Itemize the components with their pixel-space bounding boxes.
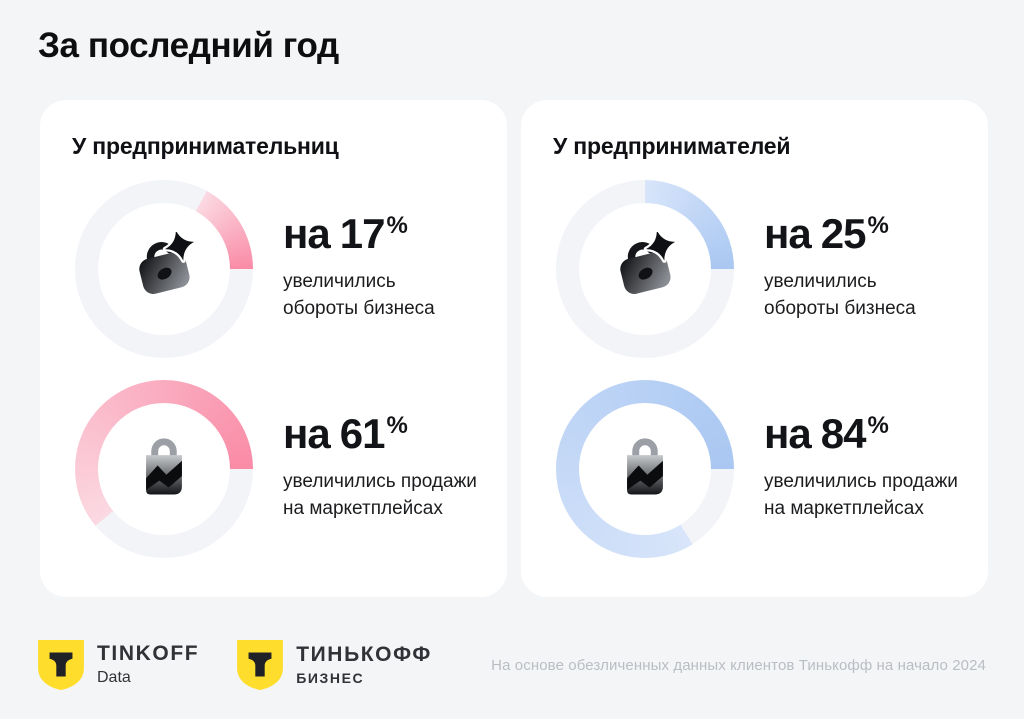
- stat-number: 25: [820, 210, 867, 258]
- stat-number: 61: [339, 410, 386, 458]
- stat-prefix: на: [764, 410, 812, 458]
- donut-chart-marketplace: [556, 380, 734, 558]
- donut-hole: [98, 403, 230, 535]
- page-title: За последний год: [38, 26, 339, 65]
- stat-prefix: на: [283, 410, 331, 458]
- stat-text-turnover: на 17% увеличились обороты бизнеса: [283, 213, 435, 325]
- stat-row-turnover: на 25% увеличились обороты бизнеса: [553, 180, 960, 358]
- stat-description-line: увеличились: [283, 271, 396, 293]
- stat-percent-sign: %: [386, 412, 408, 440]
- donut-hole: [579, 403, 711, 535]
- stat-description: увеличились продажи на маркетплейсах: [283, 469, 477, 523]
- stat-number: 17: [339, 210, 386, 258]
- stat-percent-sign: %: [867, 412, 889, 440]
- card-title: У предпринимателей: [553, 133, 791, 159]
- shopping-bag-chart-icon: [146, 438, 182, 495]
- donut-chart-turnover: [75, 180, 253, 358]
- card-male-entrepreneurs: У предпринимателей на 25% увеличились: [521, 100, 988, 597]
- stat-row-marketplace: на 61% увеличились продажи на маркетплейс…: [72, 380, 479, 558]
- donut-chart-marketplace: [75, 380, 253, 558]
- stat-text-marketplace: на 61% увеличились продажи на маркетплейс…: [283, 413, 477, 525]
- stat-description: увеличились обороты бизнеса: [764, 269, 916, 323]
- stat-row-marketplace: на 84% увеличились продажи на маркетплейс…: [553, 380, 960, 558]
- data-source-note: На основе обезличенных данных клиентов Т…: [491, 656, 986, 674]
- stat-value: на 17%: [283, 213, 435, 255]
- footer: TINKOFF Data ТИНЬКОФФ БИЗНЕС На основе о…: [38, 640, 986, 690]
- logo-sub: БИЗНЕС: [296, 669, 365, 686]
- stat-percent-sign: %: [867, 212, 889, 240]
- stat-value: на 25%: [764, 213, 916, 255]
- stat-percent-sign: %: [386, 212, 408, 240]
- logo-sub: Data: [97, 668, 131, 686]
- stat-value: на 61%: [283, 413, 477, 455]
- stat-value: на 84%: [764, 413, 958, 455]
- briefcase-sparkle-icon: [139, 232, 197, 294]
- tinkoff-shield-icon: [237, 640, 284, 690]
- stat-description: увеличились обороты бизнеса: [283, 269, 435, 323]
- logo-text: ТИНЬКОФФ БИЗНЕС: [296, 643, 432, 686]
- tinkoff-data-logo: TINKOFF Data: [38, 640, 199, 690]
- stat-text-marketplace: на 84% увеличились продажи на маркетплейс…: [764, 413, 958, 525]
- stat-description-line: увеличились продажи: [283, 471, 477, 493]
- donut-chart-turnover: [556, 180, 734, 358]
- stat-description-line: увеличились продажи: [764, 471, 958, 493]
- logo-brand: TINKOFF: [97, 642, 200, 666]
- card-female-entrepreneurs: У предпринимательниц на 17% увеличились: [40, 100, 507, 597]
- logo-brand: ТИНЬКОФФ: [296, 643, 432, 667]
- card-title: У предпринимательниц: [72, 133, 339, 159]
- stat-prefix: на: [764, 210, 812, 258]
- stat-text-turnover: на 25% увеличились обороты бизнеса: [764, 213, 916, 325]
- briefcase-sparkle-icon: [620, 232, 678, 294]
- tinkoff-shield-icon: [38, 640, 84, 690]
- stat-description-line: на маркетплейсах: [764, 498, 924, 519]
- stat-number: 84: [820, 410, 867, 458]
- shopping-bag-chart-icon: [627, 438, 663, 495]
- stat-row-turnover: на 17% увеличились обороты бизнеса: [72, 180, 479, 358]
- donut-hole: [579, 203, 711, 335]
- stat-description: увеличились продажи на маркетплейсах: [764, 469, 958, 523]
- donut-hole: [98, 203, 230, 335]
- stat-prefix: на: [283, 210, 331, 258]
- stat-description-line: обороты бизнеса: [764, 298, 916, 319]
- stat-description-line: обороты бизнеса: [283, 298, 435, 319]
- stat-description-line: увеличились: [764, 271, 877, 293]
- tinkoff-business-logo: ТИНЬКОФФ БИЗНЕС: [237, 640, 432, 690]
- logo-text: TINKOFF Data: [97, 643, 199, 686]
- stat-description-line: на маркетплейсах: [283, 498, 443, 519]
